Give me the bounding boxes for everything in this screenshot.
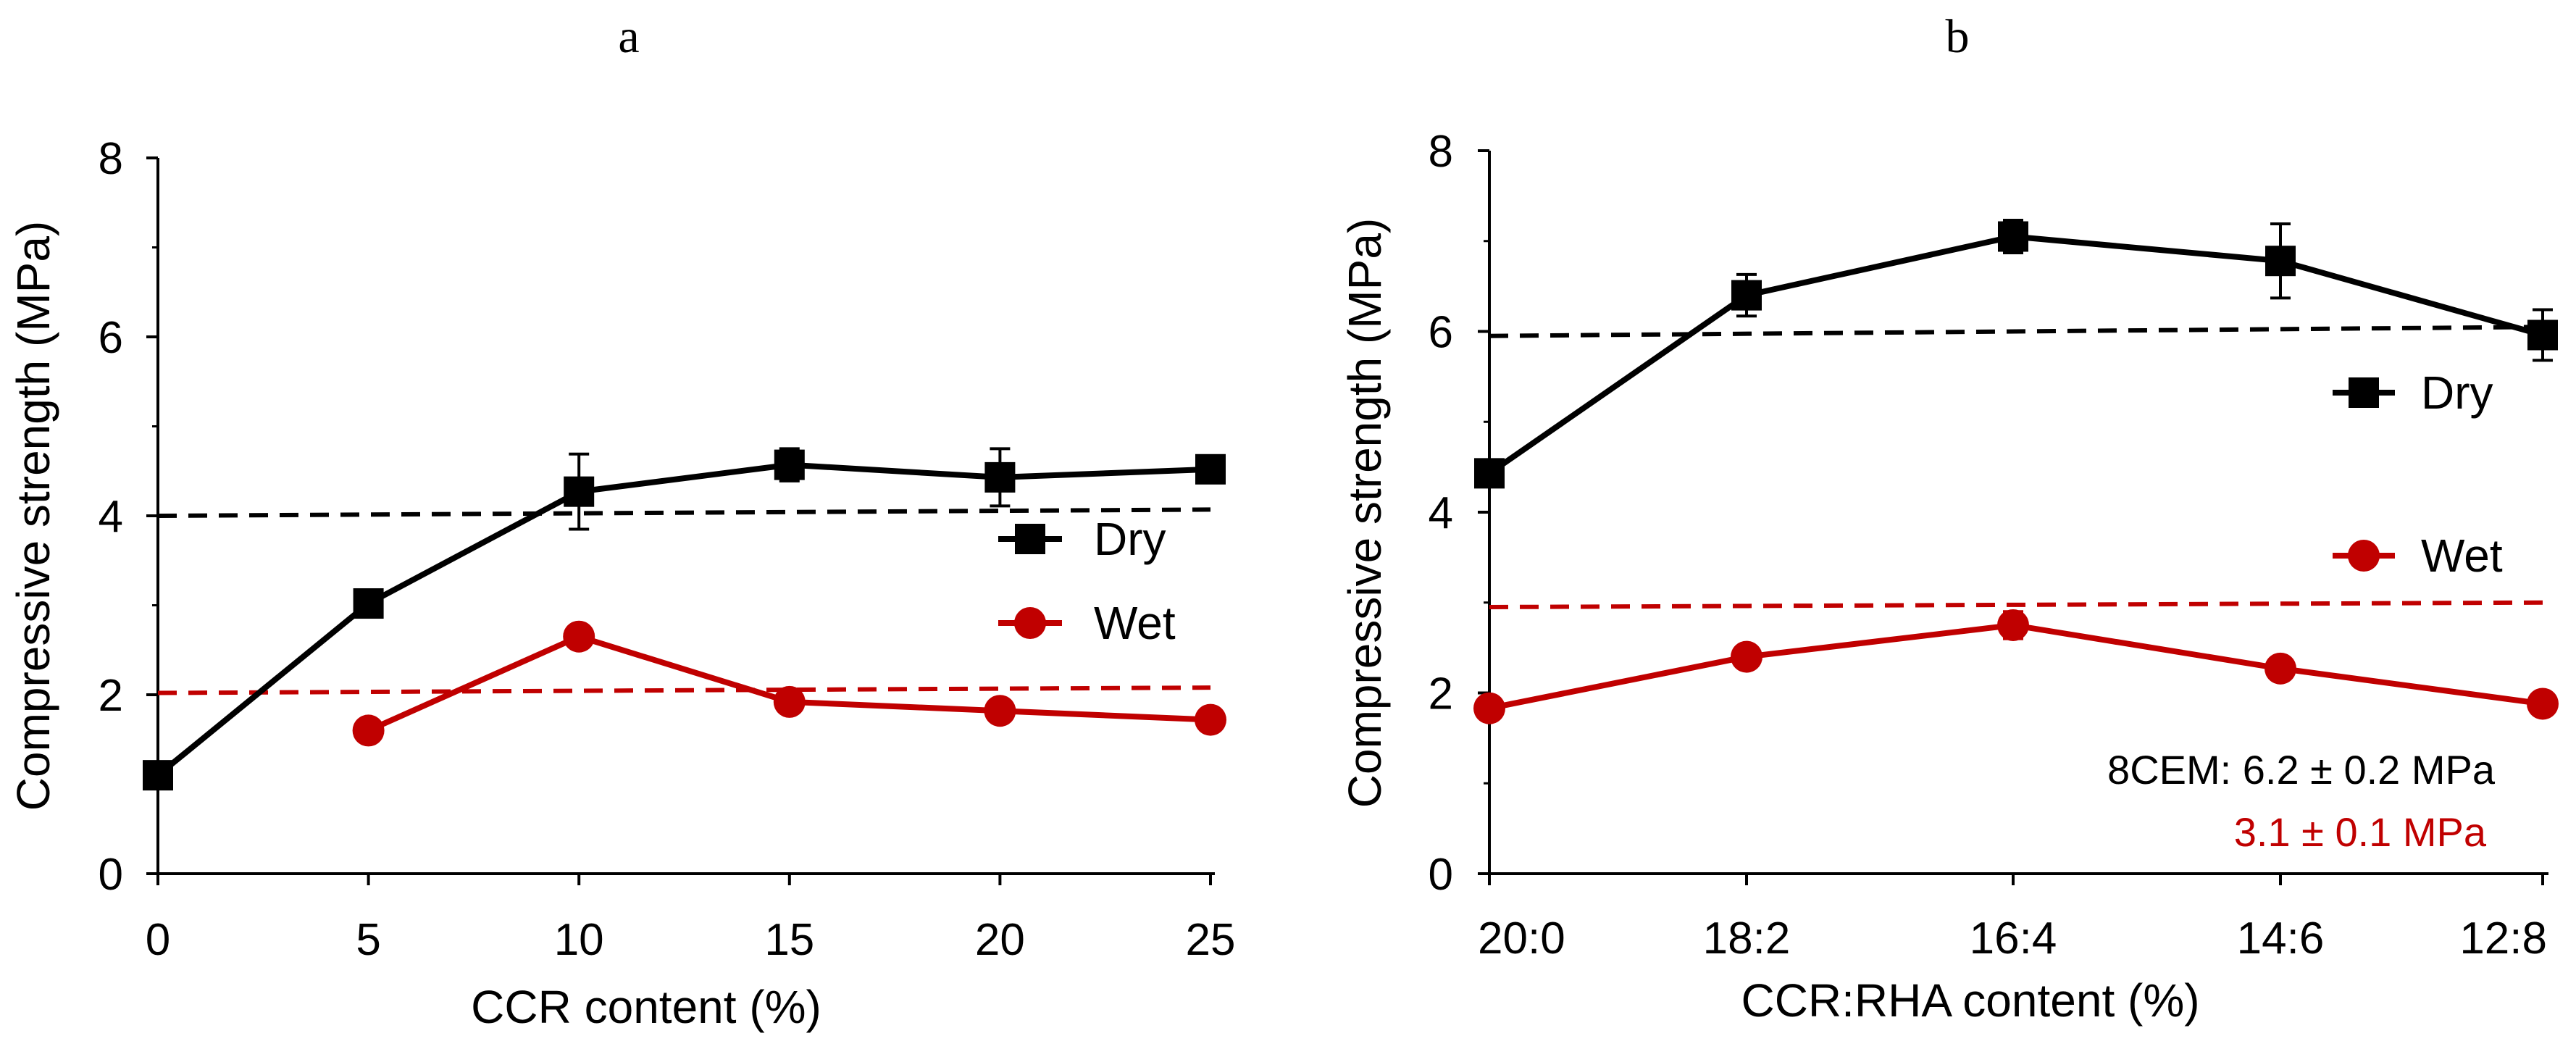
panel-b-dry-point [2527,319,2558,351]
panel-b-wet-point [2527,688,2559,720]
panel-a-dry-point [1195,454,1226,485]
panel-a-dry-point [984,461,1016,493]
panel-a-dry-point [564,476,595,507]
panel-b-x-tick-label: 12:8 [2459,914,2547,964]
panel-b-reference-line-dry [1489,325,2543,338]
panel-a-legend-wet-label: Wet [1094,597,1176,649]
panel-a-wet-point [984,695,1016,727]
panel-a-reference-line-wet [157,685,1211,695]
panel-b-x-tick-label: 18:2 [1703,914,1791,964]
panel-a-label: a [618,10,639,63]
panel-a-x-tick-label: 10 [554,915,604,965]
panel-a-x-axis-label: CCR content (%) [471,981,821,1033]
panel-a-x-tick-label: 25 [1186,915,1236,965]
panel-b-y-tick-label: 2 [1429,669,1453,719]
panel-b-annotation-cement: 8CEM: 6.2 ± 0.2 MPa [2107,747,2496,793]
panel-b-dry-point [1998,221,2028,252]
panel-a-x-tick-label: 5 [356,915,380,965]
panel-b-legend-wet-marker [2348,540,2380,572]
panel-a-legend-wet-marker [1014,607,1046,639]
panel-b-y-tick-label: 6 [1429,308,1453,358]
panel-a-legend-dry-marker [1015,524,1045,554]
panel-b-wet-point [2265,652,2296,685]
panel-b-legend-wet: Wet [2333,530,2503,582]
panel-b-y-axis-label: Compressive strength (MPa) [1339,218,1391,808]
panel-a-dry-point [353,588,384,619]
panel-a-reference-line-dry [157,507,1211,518]
panel-a-y-tick-label: 8 [99,134,123,184]
panel-a-y-tick-label: 6 [99,313,123,363]
panel-a-x-tick-label: 20 [975,915,1025,965]
panel-b-y-tick-label: 4 [1429,488,1453,538]
panel-a-y-tick-label: 2 [99,671,123,721]
panel-b-legend: Dry Wet [2333,367,2503,582]
chart-panel-b: b CCR:RHA content (%) Compressive streng… [1339,10,2559,1027]
panel-b-wet-point [1731,640,1762,673]
panel-b-legend-dry-label: Dry [2421,367,2493,419]
panel-a-y-axis-label: Compressive strength (MPa) [7,221,59,811]
panel-a-x-tick-label: 15 [764,915,814,965]
chart-panel-a: a CCR content (%) Compressive strength (… [7,10,1235,1033]
panel-b-label: b [1946,10,1970,63]
panel-b-x-tick-label: 14:6 [2237,914,2325,964]
panel-b-legend-dry-marker [2349,377,2379,408]
panel-b-wet-point [1473,692,1505,724]
panel-a-x-tick-label: 0 [146,915,170,965]
panel-a-dry-point [143,760,173,791]
panel-b-x-tick-label: 20:0 [1478,914,1565,964]
panel-b-dry-point [1474,458,1505,489]
panel-a-dry-point [774,449,805,480]
panel-b-legend-dry: Dry [2333,367,2493,419]
panel-b-reference-line-wet [1489,600,2543,609]
panel-a-legend-dry: Dry [998,513,1166,565]
panel-a-legend-dry-label: Dry [1094,513,1166,565]
panel-a-dry-line [156,461,1211,778]
panel-a-wet-point [563,620,595,653]
panel-a-wet-point [773,685,806,718]
panel-b-dry-point [2265,246,2296,277]
panel-b-annotation-wet: 3.1 ± 0.1 MPa [2234,809,2487,855]
panel-b-x-axis-label: CCR:RHA content (%) [1741,974,2199,1027]
panel-b-dry-point [1731,280,1762,311]
panel-a-y-tick-label: 0 [99,850,123,900]
panel-b-legend-wet-label: Wet [2421,530,2503,582]
panel-b-y-tick-label: 0 [1429,850,1453,900]
panel-b-wet-point [1997,609,2029,641]
panel-b-dry-line [1487,233,2544,476]
panel-b-y-tick-label: 8 [1429,127,1453,177]
panel-a-legend: Dry Wet [998,513,1176,649]
panel-a-y-tick-label: 4 [99,492,123,542]
panel-a-wet-point [352,714,385,747]
panel-a-legend-wet: Wet [998,597,1176,649]
panel-b-x-tick-label: 16:4 [1970,914,2057,964]
panel-a-wet-point [1195,703,1226,736]
